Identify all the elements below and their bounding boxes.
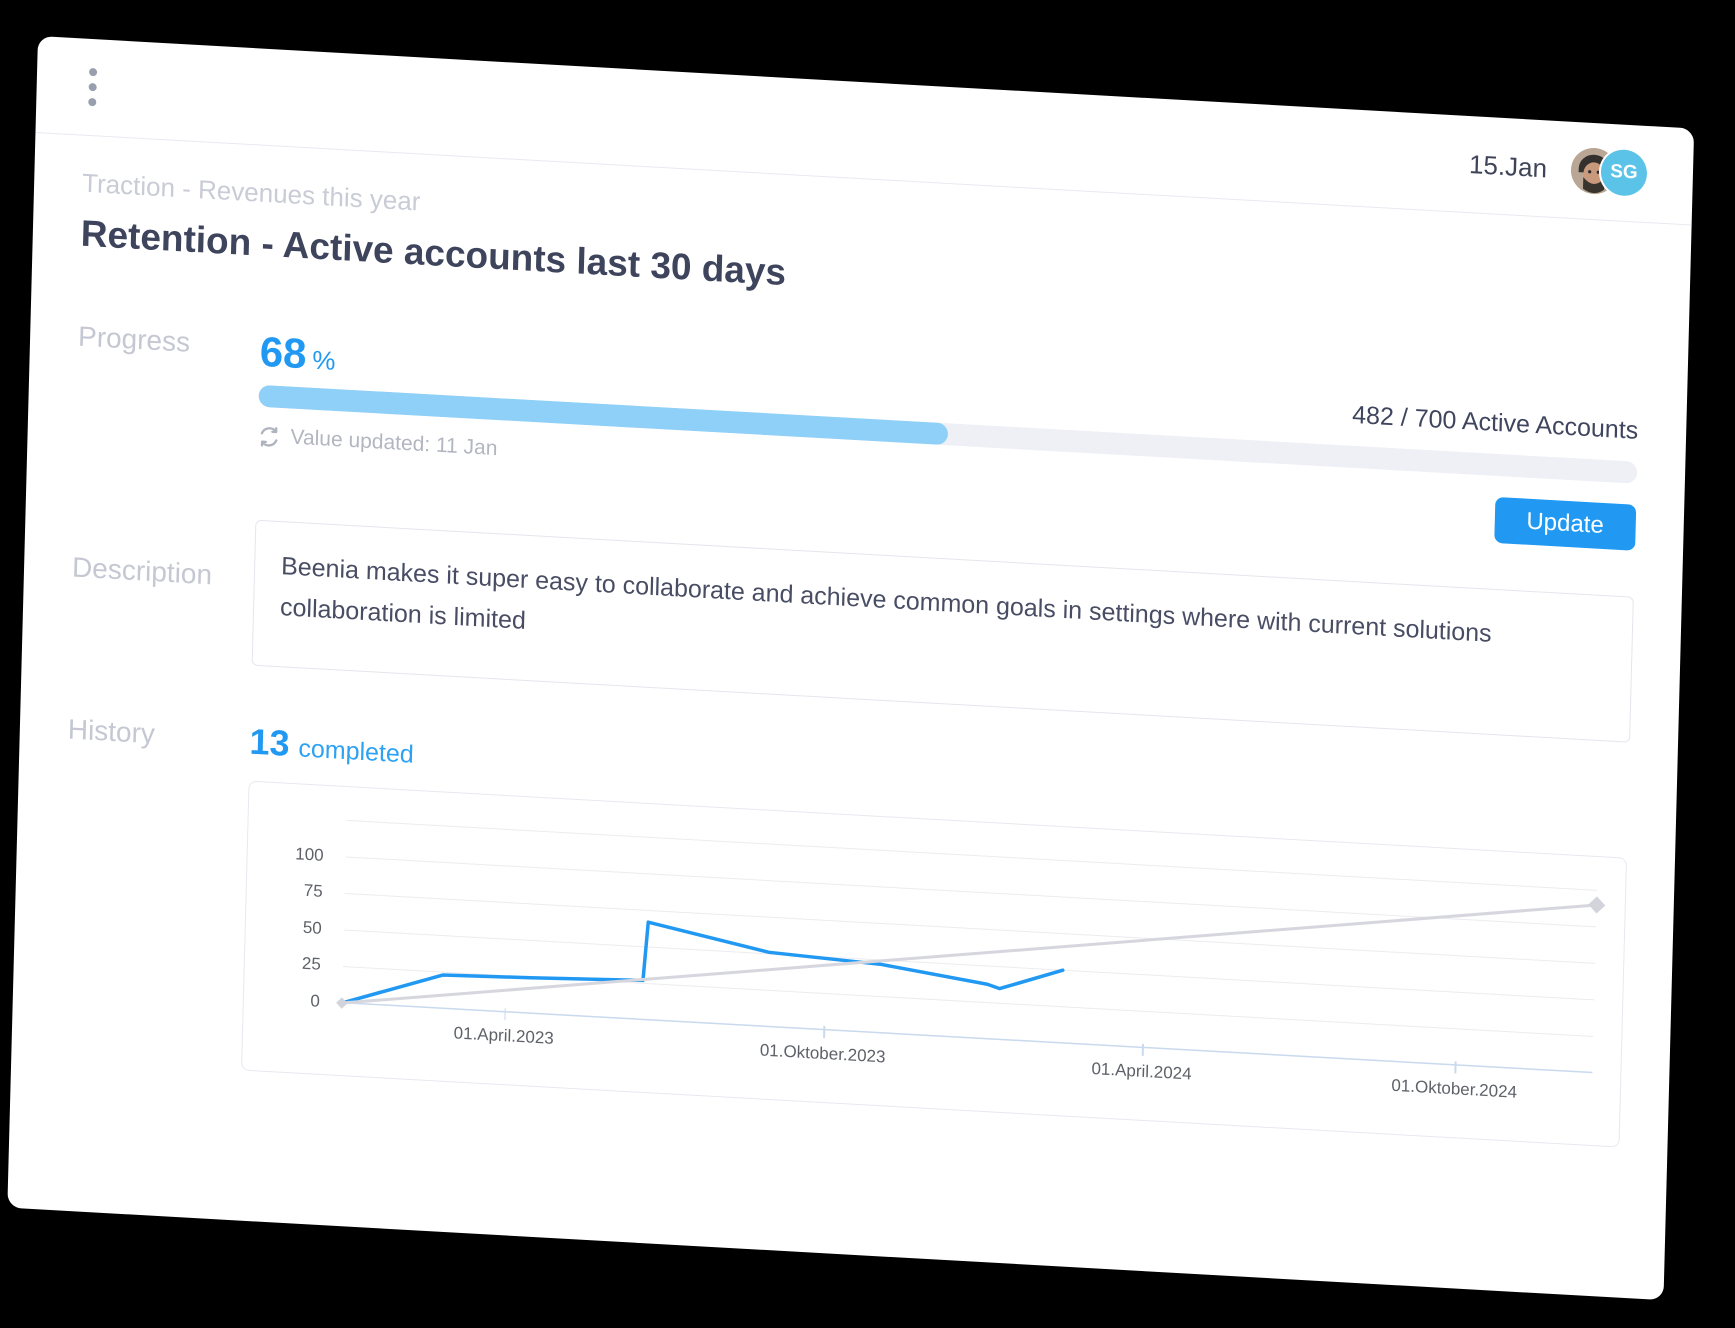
history-count-value: 13 (249, 720, 291, 764)
window-header: 15.Jan SG (35, 36, 1695, 226)
content: Traction - Revenues this year Retention … (11, 133, 1691, 1150)
history-section-label: History (67, 713, 156, 750)
y-axis-label: 0 (310, 991, 321, 1011)
x-axis-tick (823, 1025, 825, 1039)
refresh-icon[interactable] (257, 424, 281, 448)
description-section: Description Beenia makes it super easy t… (70, 510, 1634, 743)
x-axis-tick (1141, 1043, 1144, 1056)
y-axis-label: 50 (302, 917, 322, 938)
progress-percent: 68% (259, 327, 336, 378)
y-axis-label: 100 (295, 844, 324, 865)
app-window: 15.Jan SG Traction - Revenues this year (7, 36, 1695, 1301)
progress-content: 68% 482 / 700 Active Accounts (257, 327, 1639, 551)
avatar-group: SG (1570, 146, 1648, 197)
progress-percent-value: 68 (259, 327, 308, 378)
chart-plot-area: 0 25 50 75 100 01.April.2023 01.Oktober.2023 01… (295, 813, 1598, 1102)
chart-lines (342, 813, 1598, 1073)
x-axis-label: 01.Oktober.2024 (1391, 1075, 1518, 1102)
x-axis-tick (504, 1008, 506, 1021)
y-axis-label: 75 (303, 881, 323, 902)
x-axis-tick (1454, 1061, 1457, 1074)
description-section-label: Description (71, 551, 213, 591)
date-label: 15.Jan (1468, 148, 1548, 183)
y-axis-label: 25 (301, 954, 322, 975)
progress-section: Progress 68% 482 / 700 Active Accounts (75, 321, 1639, 551)
history-count-suffix: completed (298, 734, 415, 769)
history-section: History 13 completed 0 25 50 75 100 01.April.… (59, 713, 1628, 1148)
description-box[interactable]: Beenia makes it super easy to collaborat… (251, 519, 1634, 743)
header-right: 15.Jan SG (1468, 141, 1648, 197)
progress-fraction-label: 482 / 700 Active Accounts (1351, 400, 1639, 445)
x-axis-label: 01.Oktober.2023 (759, 1040, 886, 1067)
description-text: Beenia makes it super easy to collaborat… (279, 552, 1492, 648)
value-updated-label: Value updated: 11 Jan (290, 425, 498, 461)
kebab-menu-icon[interactable] (82, 62, 103, 113)
update-button[interactable]: Update (1493, 496, 1637, 551)
history-chart: 0 25 50 75 100 01.April.2023 01.Oktober.2023 01… (240, 780, 1628, 1148)
progress-percent-sign: % (311, 344, 336, 376)
x-axis-label: 01.April.2023 (453, 1023, 555, 1048)
progress-section-label: Progress (77, 320, 191, 358)
x-axis-label: 01.April.2024 (1091, 1058, 1192, 1084)
value-updated: Value updated: 11 Jan (257, 424, 498, 461)
